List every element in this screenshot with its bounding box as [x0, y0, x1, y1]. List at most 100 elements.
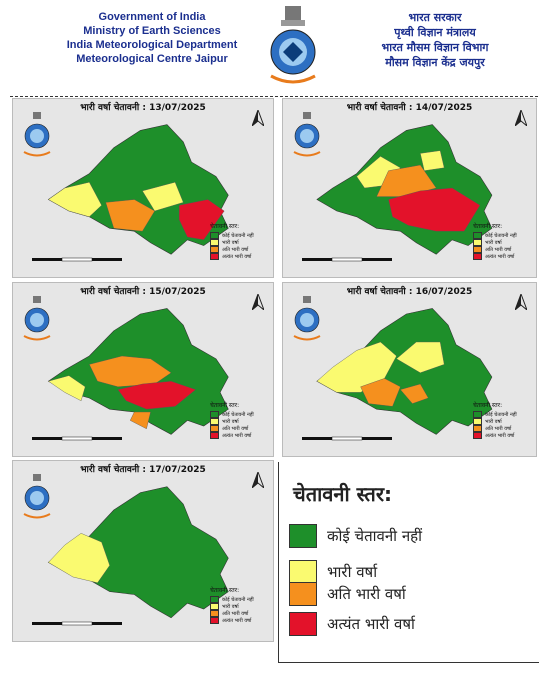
legend-item-very-heavy: अति भारी वर्षा [289, 582, 406, 606]
north-arrow-icon [252, 294, 264, 310]
mini-legend-row: अति भारी वर्षा [210, 425, 268, 432]
rajasthan-map [316, 307, 493, 435]
mini-legend-swatch [210, 617, 219, 624]
mini-legend-label: कोई चेतावनी नहीं [485, 411, 517, 418]
scale-bar [302, 436, 392, 441]
legend-label: अति भारी वर्षा [327, 585, 406, 603]
mini-legend-swatch [210, 432, 219, 439]
scale-bar [302, 257, 392, 262]
imd-logo-icon [23, 474, 51, 519]
mini-legend-row: अति भारी वर्षा [210, 246, 268, 253]
mini-legend-label: अति भारी वर्षा [222, 610, 249, 617]
mini-legend-swatch [473, 432, 482, 439]
mini-legend-label: भारी वर्षा [222, 603, 239, 610]
department-label: India Meteorological Department [66, 39, 238, 51]
mini-legend-label: भारी वर्षा [485, 418, 502, 425]
centre-label-hi: मौसम विज्ञान केंद्र जयपुर [385, 56, 485, 69]
mini-legend-heading: चेतावनी स्तर: [210, 402, 240, 409]
mini-legend-label: अत्यंत भारी वर्षा [485, 432, 515, 439]
mini-legend-swatch [473, 411, 482, 418]
map-panel-4: भारी वर्षा चेतावनी : 16/07/2025 चेतावनी स… [282, 282, 537, 457]
legend-label: कोई चेतावनी नहीं [327, 527, 422, 545]
imd-logo-icon [23, 112, 51, 157]
rajasthan-map [47, 486, 229, 619]
mini-legend-swatch [473, 425, 482, 432]
mini-legend-row: भारी वर्षा [473, 239, 531, 246]
mini-legend-row: कोई चेतावनी नहीं [210, 232, 268, 239]
imd-emblem-icon [270, 6, 316, 84]
mini-legend-swatch [210, 246, 219, 253]
mini-legend: चेतावनी स्तर: कोई चेतावनी नहीं भारी वर्षा अ… [210, 222, 268, 260]
centre-label: Meteorological Centre Jaipur [76, 53, 228, 65]
mini-legend: चेतावनी स्तर: कोई चेतावनी नहीं भारी वर्षा अ… [210, 401, 268, 439]
legend-swatch [289, 612, 317, 636]
legend-item-extremely-heavy: अत्यंत भारी वर्षा [289, 612, 415, 636]
mini-legend-label: भारी वर्षा [222, 239, 239, 246]
mini-legend-label: अत्यंत भारी वर्षा [222, 432, 252, 439]
mini-legend-row: भारी वर्षा [210, 418, 268, 425]
mini-legend-heading: चेतावनी स्तर: [210, 223, 240, 230]
mini-legend-heading: चेतावनी स्तर: [473, 223, 503, 230]
mini-legend-row: अति भारी वर्षा [473, 425, 531, 432]
mini-legend-swatch [210, 596, 219, 603]
scale-bar [32, 621, 122, 626]
mini-legend-row: अत्यंत भारी वर्षा [473, 432, 531, 439]
north-arrow-icon [252, 110, 264, 126]
mini-legend-label: अत्यंत भारी वर्षा [485, 253, 515, 260]
legend-label: अत्यंत भारी वर्षा [327, 615, 415, 633]
mini-legend-label: अति भारी वर्षा [222, 246, 249, 253]
imd-logo-icon [23, 296, 51, 341]
mini-legend-swatch [473, 253, 482, 260]
mini-legend-row: अत्यंत भारी वर्षा [210, 253, 268, 260]
scale-bar [32, 257, 122, 262]
mini-legend-label: अति भारी वर्षा [485, 425, 512, 432]
map-title: भारी वर्षा चेतावनी : 17/07/2025 [80, 465, 206, 475]
legend-title: चेतावनी स्तर: [293, 482, 393, 506]
legend-swatch [289, 560, 317, 584]
mini-legend: चेतावनी स्तर: कोई चेतावनी नहीं भारी वर्षा अ… [473, 222, 531, 260]
mini-legend-label: अत्यंत भारी वर्षा [222, 617, 252, 624]
mini-legend-heading: चेतावनी स्तर: [210, 587, 240, 594]
mini-legend-swatch [473, 418, 482, 425]
map-title: भारी वर्षा चेतावनी : 14/07/2025 [346, 103, 473, 113]
mini-legend-swatch [473, 232, 482, 239]
header-english: Government of India Ministry of Earth Sc… [52, 10, 252, 66]
mini-legend-row: भारी वर्षा [473, 418, 531, 425]
mini-legend-swatch [210, 418, 219, 425]
mini-legend-swatch [210, 610, 219, 617]
mini-legend-label: कोई चेतावनी नहीं [485, 232, 517, 239]
mini-legend-swatch [210, 425, 219, 432]
maps-frame [10, 96, 538, 664]
mini-legend-row: अत्यंत भारी वर्षा [210, 432, 268, 439]
mini-legend: चेतावनी स्तर: कोई चेतावनी नहीं भारी वर्षा अ… [210, 586, 268, 624]
mini-legend-row: भारी वर्षा [210, 603, 268, 610]
mini-legend: चेतावनी स्तर: कोई चेतावनी नहीं भारी वर्षा अ… [473, 401, 531, 439]
ministry-label-hi: पृथ्वी विज्ञान मंत्रालय [394, 26, 476, 39]
imd-logo-icon [293, 112, 321, 157]
mini-legend-label: कोई चेतावनी नहीं [222, 411, 254, 418]
rajasthan-map [316, 124, 493, 255]
map-panel-5: भारी वर्षा चेतावनी : 17/07/2025 चेतावनी स… [12, 460, 274, 642]
mini-legend-row: कोई चेतावनी नहीं [473, 232, 531, 239]
mini-legend-label: कोई चेतावनी नहीं [222, 596, 254, 603]
north-arrow-icon [515, 294, 527, 310]
mini-legend-swatch [210, 411, 219, 418]
mini-legend-row: कोई चेतावनी नहीं [473, 411, 531, 418]
mini-legend-swatch [473, 246, 482, 253]
legend-swatch [289, 524, 317, 548]
mini-legend-row: भारी वर्षा [210, 239, 268, 246]
mini-legend-label: भारी वर्षा [222, 418, 239, 425]
ministry-label: Ministry of Earth Sciences [83, 25, 221, 37]
mini-legend-swatch [210, 232, 219, 239]
mini-legend-heading: चेतावनी स्तर: [473, 402, 503, 409]
mini-legend-swatch [473, 239, 482, 246]
mini-legend-row: अति भारी वर्षा [473, 246, 531, 253]
mini-legend-row: अत्यंत भारी वर्षा [210, 617, 268, 624]
legend-swatch [289, 582, 317, 606]
mini-legend-label: अत्यंत भारी वर्षा [222, 253, 252, 260]
header: Government of India Ministry of Earth Sc… [0, 0, 549, 95]
mini-legend-label: अति भारी वर्षा [222, 425, 249, 432]
imd-logo-icon [293, 296, 321, 341]
rajasthan-map [47, 124, 229, 255]
map-panel-3: भारी वर्षा चेतावनी : 15/07/2025 चेतावनी स… [12, 282, 274, 457]
